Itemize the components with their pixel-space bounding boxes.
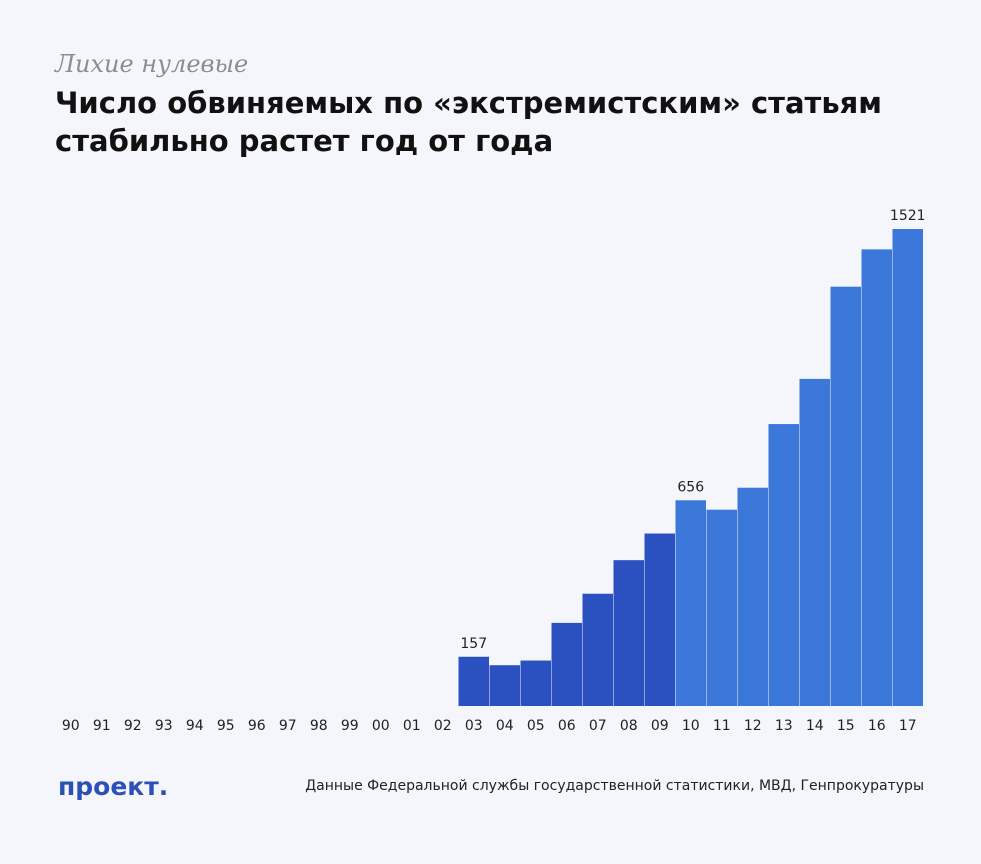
x-tick-97: 97 (279, 718, 297, 734)
x-tick-17: 17 (899, 718, 917, 734)
x-tick-10: 10 (682, 718, 700, 734)
data-label-17: 1521 (890, 208, 926, 224)
x-tick-13: 13 (775, 718, 793, 734)
bars-group (458, 229, 923, 706)
x-tick-16: 16 (868, 718, 886, 734)
chart-title: Число обвиняемых по «экстремистским» ста… (55, 86, 882, 158)
x-tick-98: 98 (310, 718, 328, 734)
x-tick-02: 02 (434, 718, 452, 734)
source-note: Данные Федеральной службы государственно… (305, 778, 924, 794)
bar-16 (861, 249, 892, 706)
data-labels: 157 656 1521 (460, 208, 925, 652)
x-tick-96: 96 (248, 718, 266, 734)
bar-05 (520, 660, 551, 706)
bar-03 (458, 656, 489, 706)
x-tick-11: 11 (713, 718, 731, 734)
x-axis-ticks: 90 91 92 93 94 95 96 97 98 99 00 01 02 03 04 05 06 07 08 09… (62, 718, 917, 734)
x-tick-08: 08 (620, 718, 638, 734)
x-tick-12: 12 (744, 718, 762, 734)
x-tick-15: 15 (837, 718, 855, 734)
x-tick-07: 07 (589, 718, 607, 734)
bar-04 (489, 665, 520, 706)
data-label-10: 656 (677, 479, 704, 495)
data-label-03: 157 (460, 636, 487, 652)
bar-15 (830, 286, 861, 706)
x-tick-93: 93 (155, 718, 173, 734)
x-tick-04: 04 (496, 718, 514, 734)
x-tick-00: 00 (372, 718, 390, 734)
x-tick-06: 06 (558, 718, 576, 734)
bar-14 (799, 378, 830, 706)
x-tick-03: 03 (465, 718, 483, 734)
x-tick-92: 92 (124, 718, 142, 734)
bar-09 (644, 533, 675, 706)
bar-10 (675, 500, 706, 706)
x-tick-14: 14 (806, 718, 824, 734)
bar-08 (613, 560, 644, 706)
x-tick-91: 91 (93, 718, 111, 734)
bar-07 (582, 593, 613, 706)
bar-17 (892, 229, 923, 706)
x-tick-90: 90 (62, 718, 80, 734)
bar-06 (551, 622, 582, 706)
proekt-logo[interactable]: проект. (58, 772, 169, 801)
kicker: Лихие нулевые (55, 50, 249, 78)
bar-13 (768, 424, 799, 706)
x-tick-99: 99 (341, 718, 359, 734)
bar-12 (737, 487, 768, 706)
x-tick-95: 95 (217, 718, 235, 734)
bar-11 (706, 509, 737, 706)
x-tick-05: 05 (527, 718, 545, 734)
x-tick-94: 94 (186, 718, 204, 734)
x-tick-01: 01 (403, 718, 421, 734)
x-tick-09: 09 (651, 718, 669, 734)
